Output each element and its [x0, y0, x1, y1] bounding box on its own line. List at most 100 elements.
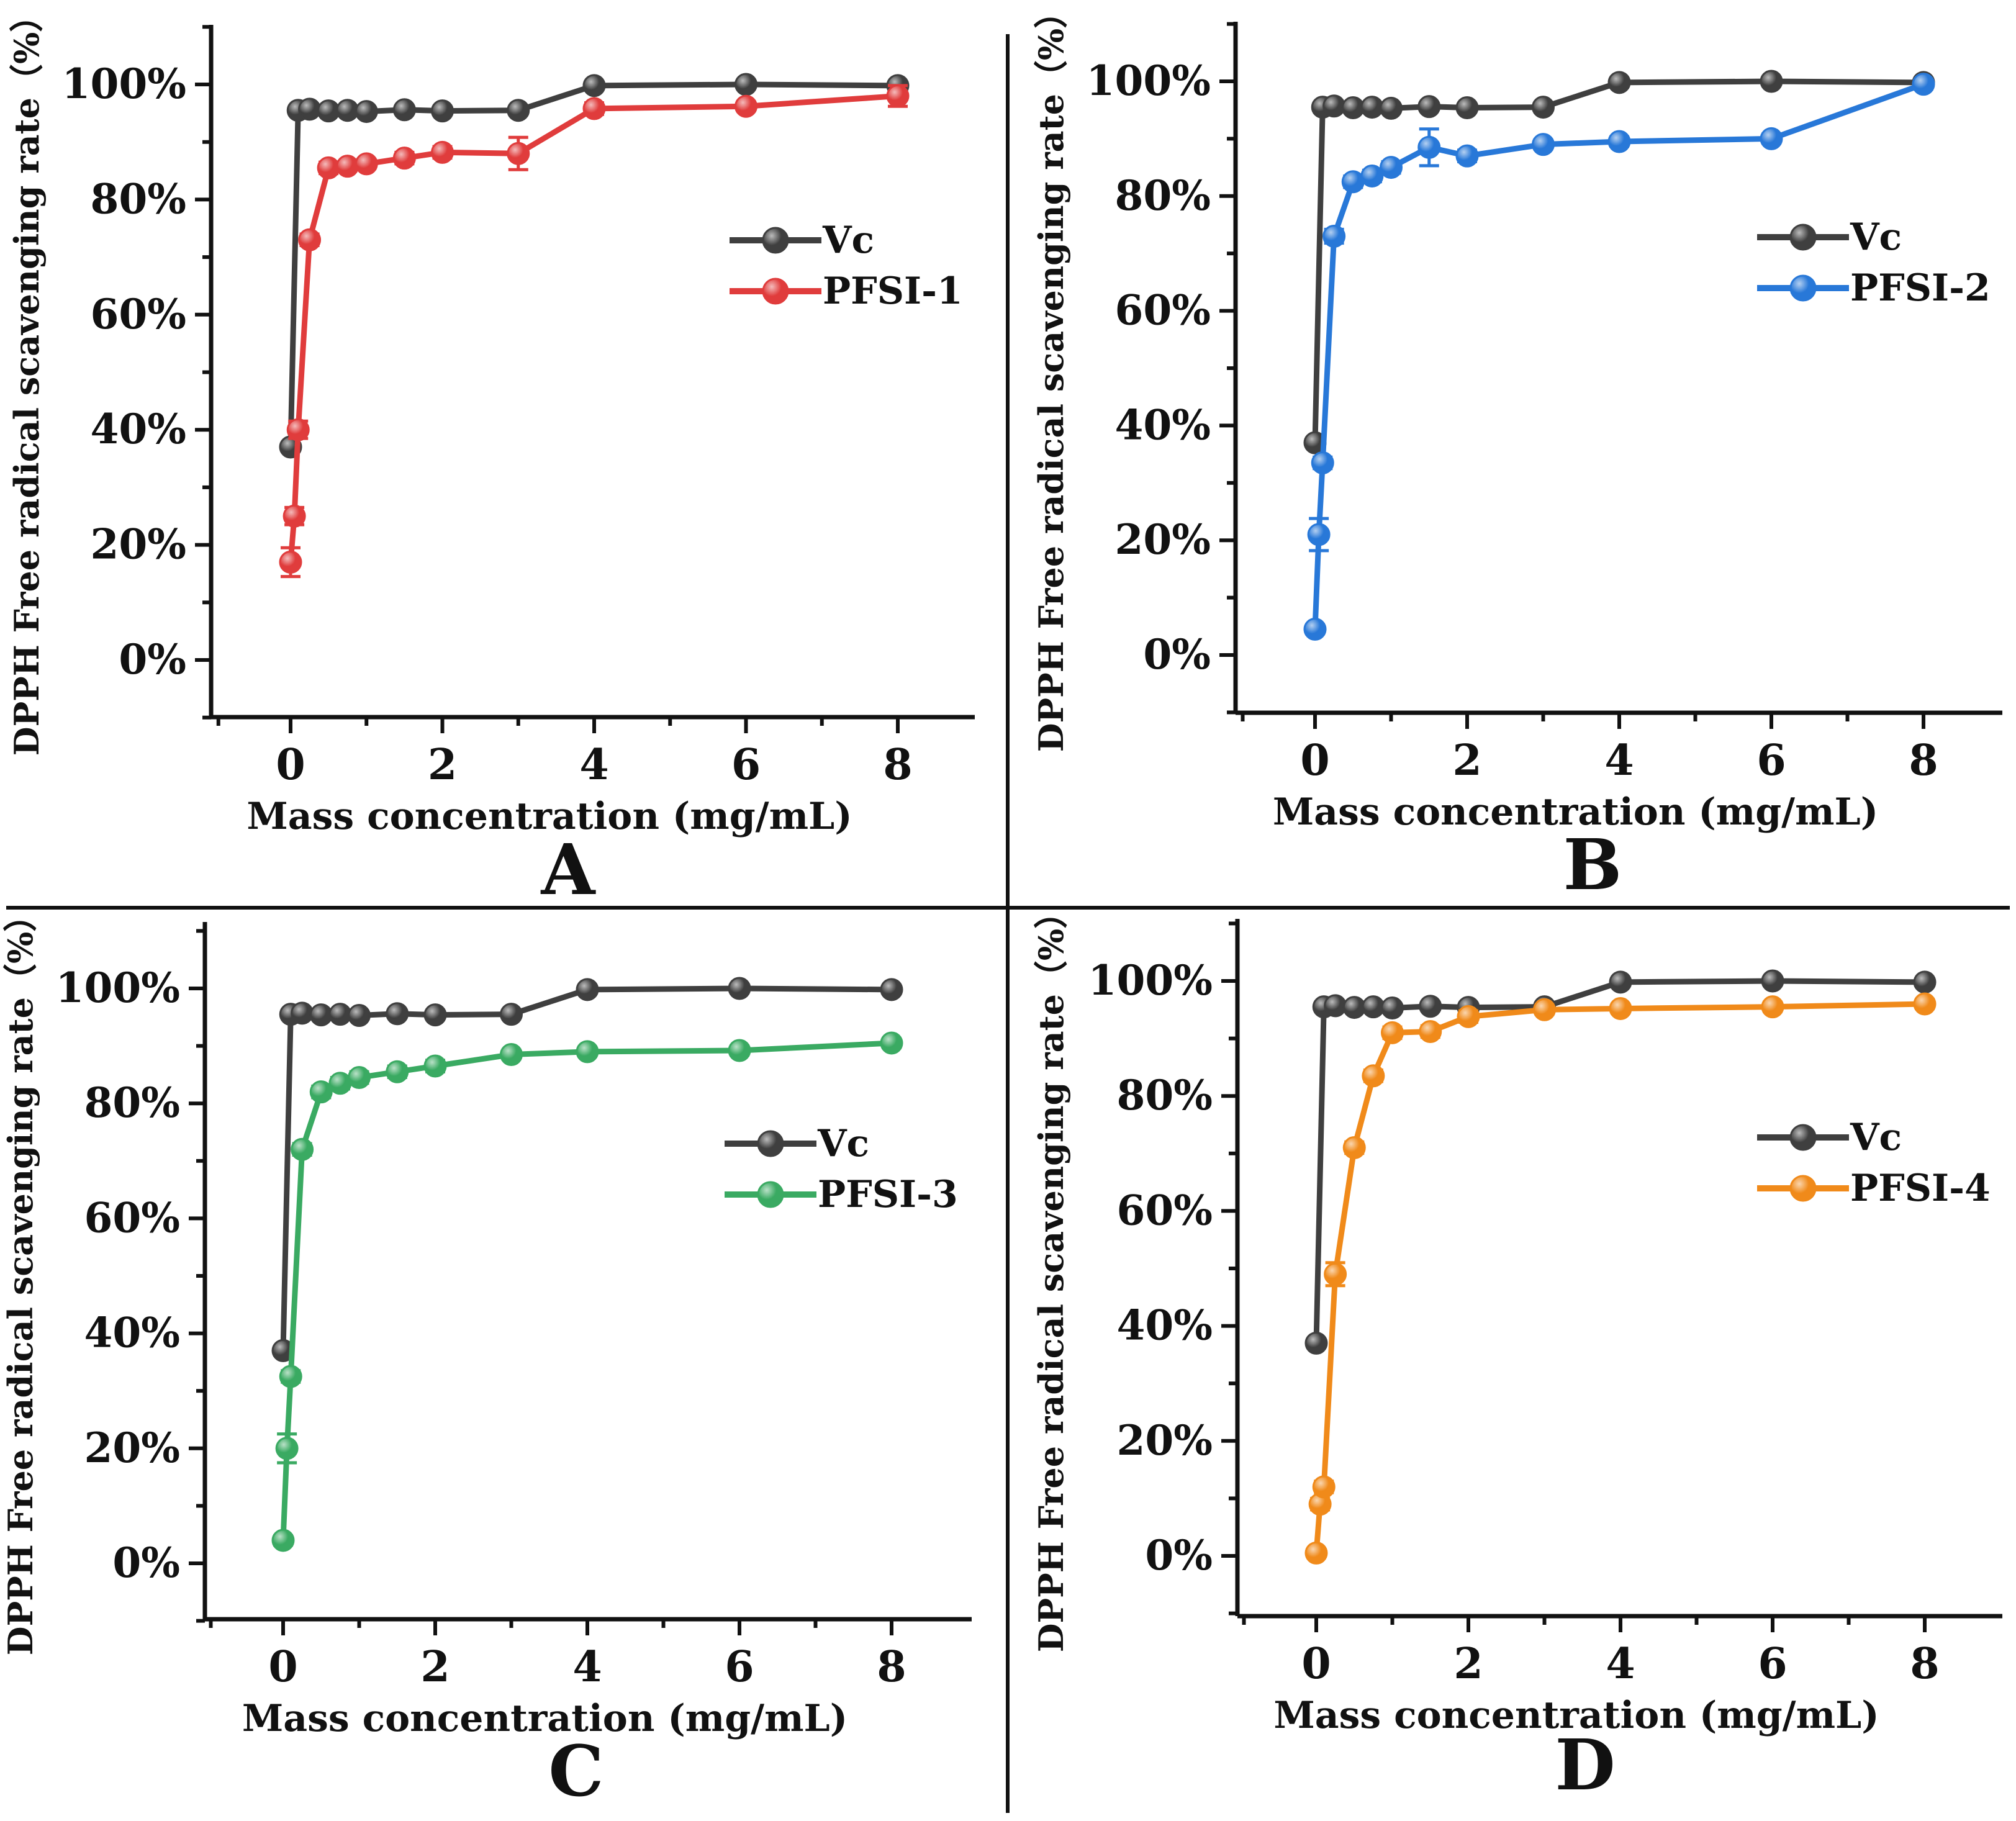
- x-tick-label: 2: [428, 740, 457, 790]
- data-point: [507, 99, 530, 122]
- data-point: [386, 1002, 409, 1026]
- data-point: [1419, 995, 1442, 1018]
- data-point: [1455, 96, 1479, 120]
- data-point: [348, 1004, 371, 1028]
- data-point: [1324, 1262, 1347, 1286]
- x-tick-label: 0: [1300, 736, 1329, 785]
- x-axis-title: Mass concentration (mg/mL): [242, 1697, 848, 1740]
- data-point: [423, 1054, 447, 1078]
- y-axis-title: DPPH Free radical scavenging rate（%）: [1031, 895, 1071, 1653]
- data-point: [1607, 130, 1631, 153]
- data-point: [1360, 96, 1384, 119]
- data-point: [1912, 73, 1935, 96]
- data-point: [1312, 1475, 1336, 1499]
- legend-label: PFSI-3: [818, 1173, 958, 1216]
- legend-entry-vc: Vc: [730, 219, 874, 262]
- data-point: [1417, 135, 1441, 159]
- data-point: [392, 98, 416, 122]
- legend-label: PFSI-4: [1850, 1167, 1991, 1210]
- data-point: [355, 100, 378, 124]
- data-point: [309, 1003, 333, 1027]
- legend-marker: [1789, 224, 1817, 251]
- data-point: [431, 140, 454, 164]
- panel-label: B: [1563, 825, 1622, 906]
- legend-entry-vc: Vc: [1757, 1116, 1902, 1159]
- data-point: [886, 84, 910, 108]
- legend-marker: [1789, 1175, 1817, 1202]
- y-tick-label: 60%: [1116, 1186, 1213, 1234]
- legend-marker: [1789, 1124, 1817, 1151]
- data-point: [880, 978, 903, 1001]
- data-point: [1307, 523, 1331, 546]
- data-point: [1380, 96, 1403, 120]
- x-tick-label: 2: [1452, 736, 1481, 785]
- data-point: [328, 1072, 352, 1095]
- data-point: [271, 1529, 295, 1552]
- data-point: [1342, 1136, 1366, 1160]
- data-point: [291, 1001, 314, 1025]
- data-point: [336, 99, 359, 122]
- legend: Vc PFSI-3: [725, 1122, 958, 1216]
- data-point: [1324, 994, 1347, 1018]
- y-tick-label: 60%: [84, 1193, 180, 1242]
- y-tick-label: 80%: [1116, 1071, 1213, 1119]
- x-tick-label: 6: [725, 1642, 754, 1692]
- y-tick-label: 0%: [1143, 630, 1211, 679]
- legend-entry-pfsi-3: PFSI-3: [725, 1173, 958, 1216]
- data-point: [309, 1080, 333, 1104]
- data-point: [1311, 451, 1334, 474]
- data-point: [423, 1003, 447, 1027]
- legend-entry-vc: Vc: [725, 1122, 869, 1165]
- data-point: [1303, 617, 1327, 641]
- data-point: [291, 1137, 314, 1161]
- data-point: [1362, 1064, 1385, 1088]
- x-tick-label: 2: [1453, 1639, 1483, 1689]
- y-tick-label: 60%: [1114, 286, 1211, 335]
- series-line-pfsi-1: [287, 93, 898, 563]
- y-tick-label: 0%: [112, 1539, 180, 1587]
- data-point: [1532, 96, 1555, 119]
- data-point: [392, 147, 416, 170]
- data-point: [279, 1365, 302, 1388]
- data-point: [1304, 1541, 1328, 1565]
- legend-entry-vc: Vc: [1757, 215, 1902, 259]
- series-line-pfsi-2: [1312, 81, 1925, 630]
- x-tick-label: 8: [883, 740, 912, 790]
- y-tick-label: 40%: [90, 405, 186, 453]
- panel-label: D: [1555, 1725, 1615, 1806]
- y-tick-label: 100%: [56, 964, 180, 1012]
- data-point: [1760, 127, 1783, 150]
- data-point: [1760, 70, 1783, 93]
- data-point: [1607, 71, 1631, 94]
- legend: Vc PFSI-1: [730, 219, 963, 313]
- series-pfsi-2: [1303, 73, 1935, 641]
- series-pfsi-3: [271, 1031, 903, 1552]
- data-point: [1322, 94, 1346, 118]
- series-vc: [1304, 969, 1937, 1355]
- data-point: [328, 1003, 352, 1026]
- data-point: [735, 94, 757, 118]
- legend-label: PFSI-1: [823, 269, 963, 313]
- legend-entry-pfsi-2: PFSI-2: [1757, 266, 1991, 310]
- data-point: [275, 1437, 299, 1460]
- series-line-pfsi-3: [280, 1040, 892, 1541]
- y-axis-title: DPPH Free radical scavenging rate（%）: [7, 0, 47, 756]
- data-point: [576, 1040, 599, 1064]
- y-tick-label: 0%: [1145, 1531, 1213, 1579]
- data-point: [1381, 996, 1404, 1020]
- y-tick-label: 20%: [84, 1424, 180, 1472]
- y-tick-label: 80%: [1114, 171, 1211, 220]
- data-point: [1341, 96, 1365, 120]
- data-point: [728, 977, 751, 1000]
- series-line-vc: [1313, 978, 1925, 1344]
- x-axis-title: Mass concentration (mg/mL): [1273, 1694, 1879, 1737]
- series-pfsi-1: [279, 84, 910, 579]
- legend-marker: [1789, 274, 1817, 302]
- y-tick-label: 100%: [1087, 56, 1211, 105]
- series-pfsi-4: [1304, 992, 1937, 1565]
- x-tick-label: 4: [1604, 736, 1634, 785]
- data-point: [283, 504, 306, 528]
- series-line-pfsi-4: [1313, 1001, 1925, 1553]
- data-point: [500, 1003, 523, 1026]
